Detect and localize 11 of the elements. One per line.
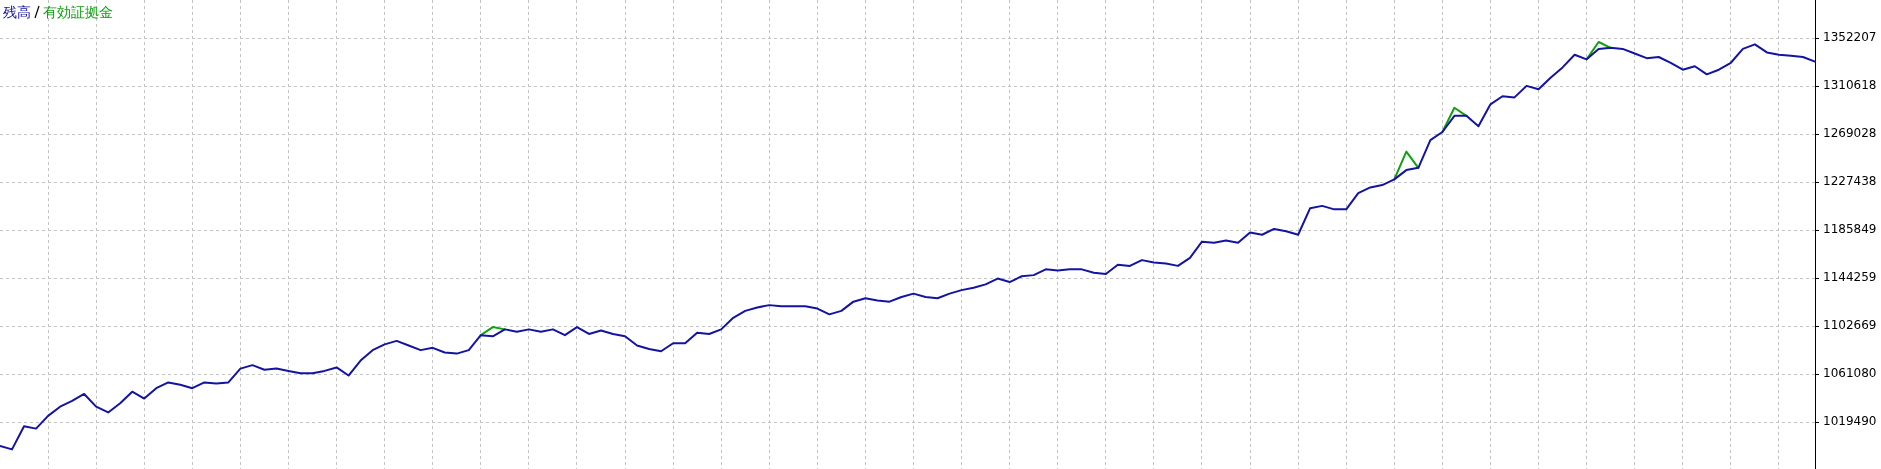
text: 残高 bbox=[3, 4, 31, 20]
y-tick-label: 1185849 bbox=[1823, 222, 1877, 237]
y-tick-label: 1269028 bbox=[1823, 126, 1877, 141]
y-tick-label: 1227438 bbox=[1823, 174, 1877, 189]
y-tick-label: 1352207 bbox=[1823, 30, 1877, 45]
y-tick-label: 1310618 bbox=[1823, 78, 1877, 93]
text: 有効証拠金 bbox=[43, 4, 113, 20]
y-tick-label: 1144259 bbox=[1823, 270, 1877, 285]
y-tick-label: 1061080 bbox=[1823, 366, 1877, 381]
y-tick-label: 1102669 bbox=[1823, 318, 1877, 333]
y-tick-label: 1019490 bbox=[1823, 414, 1877, 429]
